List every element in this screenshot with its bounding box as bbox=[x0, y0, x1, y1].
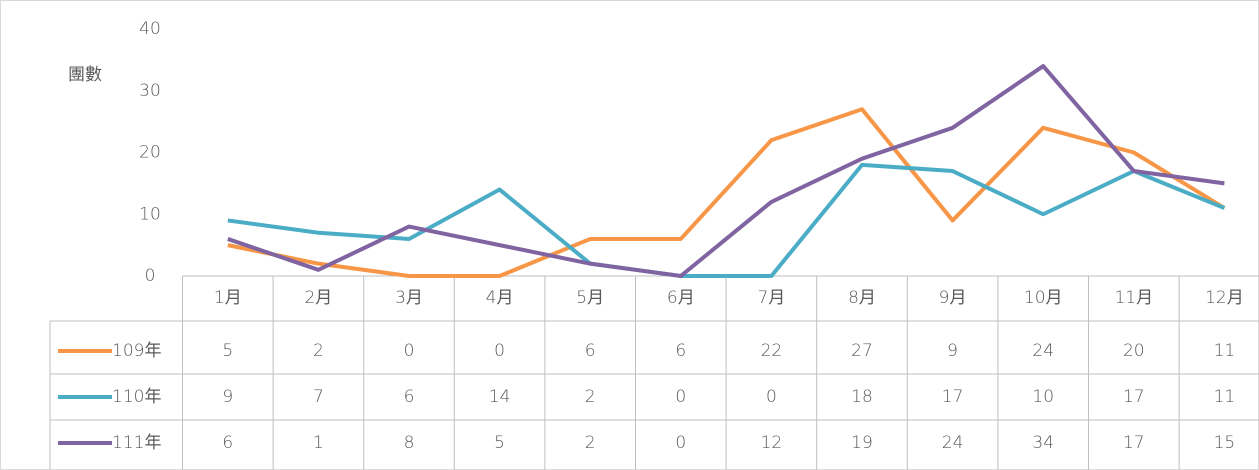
table-value: 6 bbox=[222, 433, 233, 453]
x-tick-label: 4月 bbox=[486, 288, 514, 308]
y-tick-label: 30 bbox=[139, 81, 161, 101]
x-tick-label: 12月 bbox=[1205, 288, 1244, 308]
table-value: 1 bbox=[313, 433, 324, 453]
table-value: 0 bbox=[404, 341, 415, 361]
table-value: 2 bbox=[313, 341, 324, 361]
y-tick-label: 10 bbox=[139, 204, 161, 224]
table-value: 27 bbox=[851, 341, 873, 361]
x-tick-label: 11月 bbox=[1114, 288, 1153, 308]
table-value: 19 bbox=[851, 433, 873, 453]
table-value: 6 bbox=[404, 387, 415, 407]
x-tick-label: 5月 bbox=[576, 288, 604, 308]
table-value: 17 bbox=[1123, 387, 1145, 407]
legend-label: 110年 bbox=[112, 387, 161, 407]
table-value: 2 bbox=[585, 387, 596, 407]
y-tick-label: 40 bbox=[139, 19, 161, 39]
legend-label: 111年 bbox=[112, 433, 161, 453]
table-value: 5 bbox=[494, 433, 505, 453]
table-value: 24 bbox=[942, 433, 964, 453]
x-tick-label: 7月 bbox=[757, 288, 785, 308]
table-value: 24 bbox=[1032, 341, 1054, 361]
y-tick-label: 0 bbox=[145, 266, 156, 286]
y-tick-label: 20 bbox=[139, 143, 161, 163]
series-line bbox=[227, 64, 1225, 278]
table-value: 11 bbox=[1214, 341, 1236, 361]
table-value: 9 bbox=[947, 341, 958, 361]
x-tick-label: 2月 bbox=[304, 288, 332, 308]
table-value: 34 bbox=[1032, 433, 1054, 453]
table-value: 17 bbox=[942, 387, 964, 407]
table-value: 7 bbox=[313, 387, 324, 407]
table-value: 11 bbox=[1214, 387, 1236, 407]
table-value: 15 bbox=[1214, 433, 1236, 453]
table-value: 6 bbox=[675, 341, 686, 361]
table-value: 0 bbox=[766, 387, 777, 407]
table-value: 18 bbox=[851, 387, 873, 407]
legend-label: 109年 bbox=[112, 341, 161, 361]
x-tick-label: 8月 bbox=[848, 288, 876, 308]
table-value: 12 bbox=[761, 433, 783, 453]
table-value: 0 bbox=[675, 387, 686, 407]
y-axis-title: 團數 bbox=[68, 65, 102, 85]
table-value: 0 bbox=[494, 341, 505, 361]
x-tick-label: 6月 bbox=[667, 288, 695, 308]
table-value: 20 bbox=[1123, 341, 1145, 361]
table-value: 9 bbox=[222, 387, 233, 407]
table-value: 14 bbox=[489, 387, 511, 407]
series-line bbox=[227, 107, 1226, 278]
table-value: 8 bbox=[404, 433, 415, 453]
table-value: 10 bbox=[1032, 387, 1054, 407]
series-line bbox=[227, 162, 1226, 278]
table-value: 6 bbox=[585, 341, 596, 361]
table-value: 0 bbox=[675, 433, 686, 453]
table-value: 2 bbox=[585, 433, 596, 453]
table-value: 5 bbox=[222, 341, 233, 361]
table-value: 17 bbox=[1123, 433, 1145, 453]
table-value: 22 bbox=[761, 341, 783, 361]
x-tick-label: 9月 bbox=[939, 288, 967, 308]
x-tick-label: 3月 bbox=[395, 288, 423, 308]
x-tick-label: 10月 bbox=[1024, 288, 1063, 308]
x-tick-label: 1月 bbox=[214, 288, 242, 308]
